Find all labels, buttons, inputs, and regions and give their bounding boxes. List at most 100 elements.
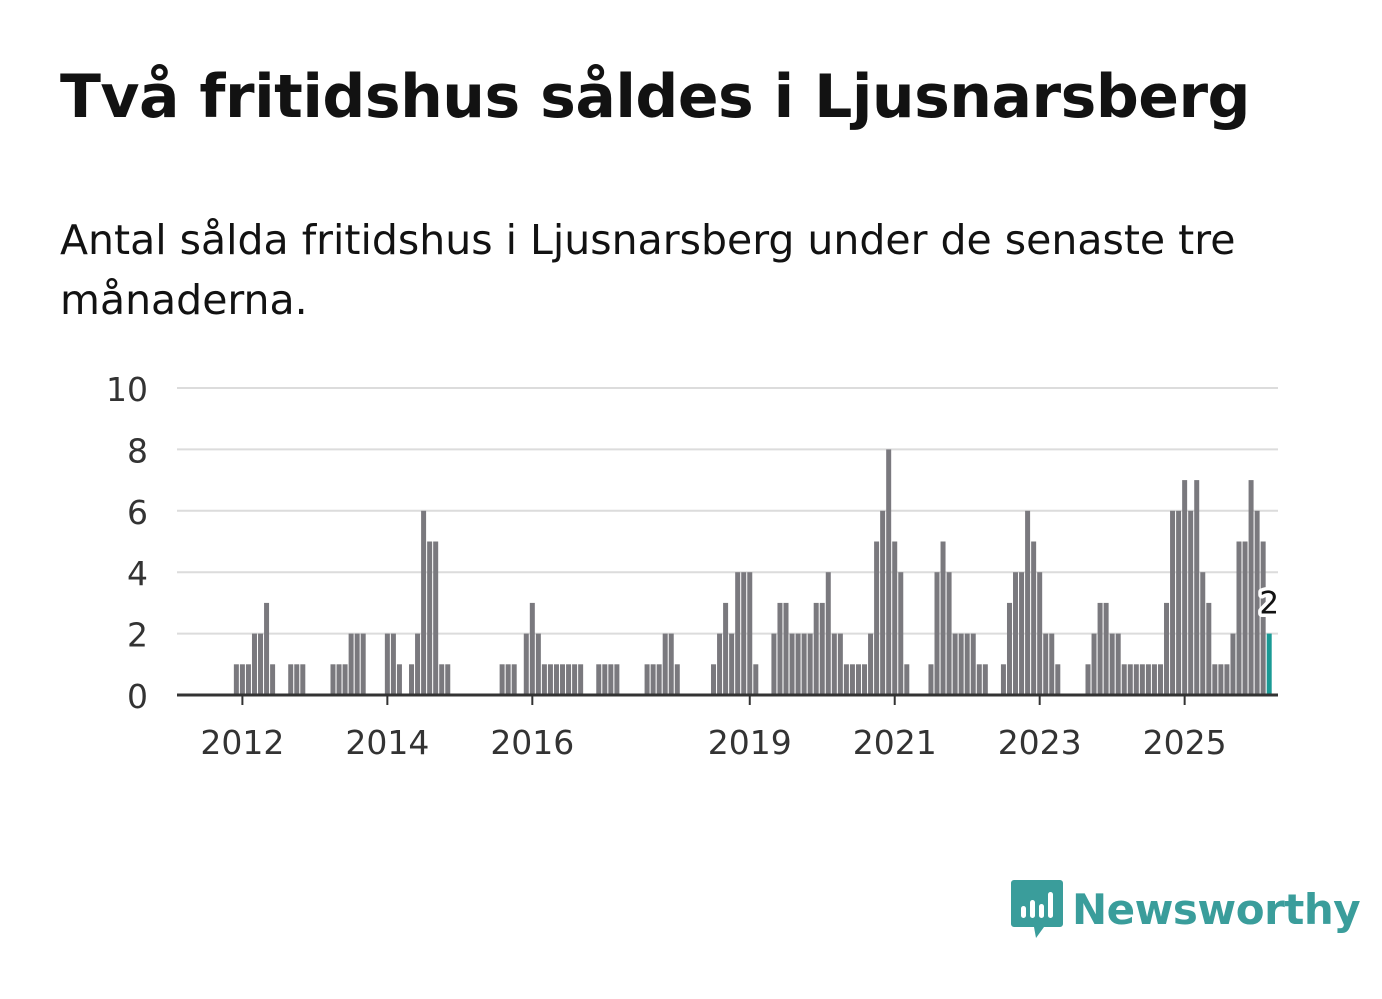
bar bbox=[1127, 664, 1133, 695]
bar bbox=[354, 633, 360, 695]
bar bbox=[1236, 541, 1242, 695]
bar bbox=[245, 664, 251, 695]
bar bbox=[553, 664, 559, 695]
gridlines bbox=[177, 387, 1278, 635]
bar bbox=[596, 664, 602, 695]
y-axis-ticks: 0 2 4 6 8 10 bbox=[106, 370, 148, 716]
bar bbox=[1176, 510, 1182, 695]
bar bbox=[547, 664, 553, 695]
bar bbox=[233, 664, 239, 695]
annotation: 2 bbox=[1256, 582, 1283, 625]
x-tick-label: 2014 bbox=[345, 723, 429, 762]
bar bbox=[886, 449, 892, 695]
bar bbox=[1097, 602, 1103, 695]
bar bbox=[566, 664, 572, 695]
bar bbox=[1006, 602, 1012, 695]
bar bbox=[771, 633, 777, 695]
bar bbox=[795, 633, 801, 695]
bar bbox=[384, 633, 390, 695]
bar bbox=[1164, 602, 1170, 695]
bar bbox=[711, 664, 717, 695]
y-tick-label: 8 bbox=[127, 431, 148, 470]
bar bbox=[270, 664, 276, 695]
y-tick-label: 10 bbox=[106, 370, 148, 409]
bar bbox=[952, 633, 958, 695]
bar bbox=[264, 602, 270, 695]
bar bbox=[330, 664, 336, 695]
bar bbox=[505, 664, 511, 695]
bar bbox=[741, 572, 747, 695]
bar bbox=[445, 664, 451, 695]
bar bbox=[396, 664, 402, 695]
bar bbox=[1109, 633, 1115, 695]
bar bbox=[729, 633, 735, 695]
bar bbox=[421, 510, 427, 695]
bar bbox=[898, 572, 904, 695]
bar bbox=[360, 633, 366, 695]
bar bbox=[783, 602, 789, 695]
y-tick-label: 4 bbox=[127, 554, 148, 593]
bar bbox=[1151, 664, 1157, 695]
chart-subtitle: Antal sålda fritidshus i Ljusnarsberg un… bbox=[60, 216, 1236, 324]
bar bbox=[1055, 664, 1061, 695]
bar bbox=[1049, 633, 1055, 695]
bar bbox=[668, 633, 674, 695]
bar bbox=[868, 633, 874, 695]
bar bbox=[862, 664, 868, 695]
bar bbox=[1025, 510, 1031, 695]
bar bbox=[946, 572, 952, 695]
bar bbox=[439, 664, 445, 695]
bar bbox=[958, 633, 964, 695]
bar bbox=[1206, 602, 1212, 695]
bar bbox=[1145, 664, 1151, 695]
bar bbox=[1242, 541, 1248, 695]
bar bbox=[1212, 664, 1218, 695]
x-tick-label: 2012 bbox=[200, 723, 284, 762]
bar bbox=[650, 664, 656, 695]
bar bbox=[602, 664, 608, 695]
bar bbox=[874, 541, 880, 695]
bar bbox=[904, 664, 910, 695]
bar bbox=[415, 633, 421, 695]
bar bbox=[940, 541, 946, 695]
bar bbox=[1248, 480, 1254, 695]
bar bbox=[819, 602, 825, 695]
bar bbox=[1218, 664, 1224, 695]
bar bbox=[928, 664, 934, 695]
bar bbox=[342, 664, 348, 695]
bar bbox=[807, 633, 813, 695]
bar bbox=[674, 664, 680, 695]
bar bbox=[1230, 633, 1236, 695]
bar bbox=[1254, 510, 1260, 695]
bar bbox=[348, 633, 354, 695]
bar bbox=[541, 664, 547, 695]
bar bbox=[1224, 664, 1230, 695]
bar bbox=[251, 633, 257, 695]
bar bbox=[970, 633, 976, 695]
bar bbox=[1000, 664, 1006, 695]
bar bbox=[982, 664, 988, 695]
bar bbox=[288, 664, 294, 695]
bar bbox=[535, 633, 541, 695]
bar bbox=[717, 633, 723, 695]
bar bbox=[1194, 480, 1200, 695]
bar bbox=[499, 664, 505, 695]
newsworthy-logo: Newsworthy bbox=[1010, 878, 1361, 940]
bar bbox=[294, 664, 300, 695]
bar bbox=[1188, 510, 1194, 695]
bar bbox=[427, 541, 433, 695]
x-tick-label: 2019 bbox=[708, 723, 792, 762]
bar bbox=[825, 572, 831, 695]
y-tick-label: 6 bbox=[127, 493, 148, 532]
bar bbox=[523, 633, 529, 695]
bar bbox=[1182, 480, 1188, 695]
x-tick-label: 2016 bbox=[490, 723, 574, 762]
bar bbox=[735, 572, 741, 695]
bar bbox=[964, 633, 970, 695]
bar-series bbox=[233, 449, 1272, 695]
chart-title: Två fritidshus såldes i Ljusnarsberg bbox=[60, 62, 1251, 132]
bar bbox=[1260, 541, 1266, 695]
bar bbox=[1019, 572, 1025, 695]
bar bbox=[433, 541, 439, 695]
